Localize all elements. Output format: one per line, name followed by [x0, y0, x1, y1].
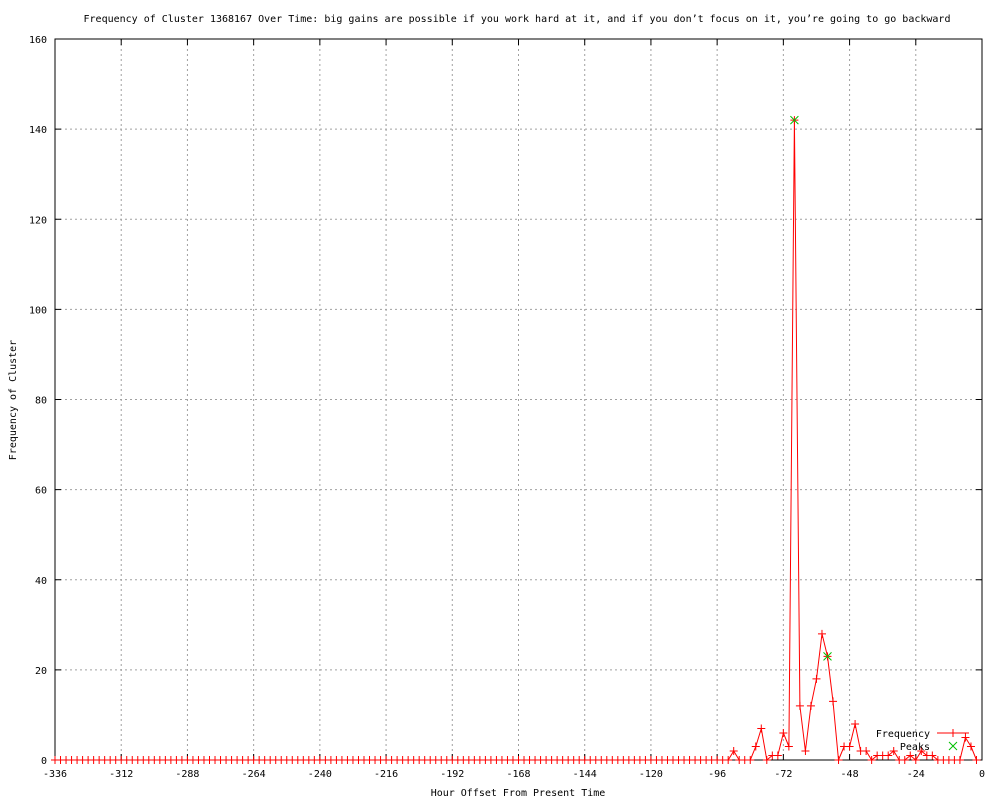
frequency-point — [773, 751, 782, 760]
frequency-point — [884, 751, 893, 760]
frequency-point — [817, 629, 826, 638]
frequency-point — [917, 746, 926, 755]
frequency-point — [851, 719, 860, 728]
frequency-point — [834, 756, 843, 764]
x-tick-label: -216 — [374, 769, 398, 780]
x-tick-label: -72 — [774, 769, 792, 780]
x-tick-label: -168 — [506, 769, 530, 780]
y-tick-label: 60 — [35, 486, 47, 497]
frequency-point — [746, 756, 755, 764]
frequency-point — [751, 742, 760, 751]
peak-point — [790, 115, 799, 125]
legend-marker-peaks — [948, 741, 958, 751]
legend-label-peaks: Peaks — [900, 742, 930, 753]
frequency-point — [795, 701, 804, 710]
frequency-point — [928, 751, 937, 760]
legend: Frequency Peaks — [876, 729, 969, 753]
frequency-point — [966, 742, 975, 751]
y-tick-label: 80 — [35, 396, 47, 407]
x-tick-label: -192 — [440, 769, 464, 780]
frequency-point — [724, 756, 733, 764]
x-tick-label: -264 — [242, 769, 266, 780]
x-tick-label: 0 — [979, 769, 985, 780]
x-tick-label: -48 — [841, 769, 859, 780]
y-tick-label: 0 — [41, 756, 47, 767]
y-tick-label: 160 — [29, 35, 47, 46]
frequency-point — [972, 756, 981, 764]
y-tick-label: 120 — [29, 215, 47, 226]
y-tick-label: 40 — [35, 576, 47, 587]
chart-title: Frequency of Cluster 1368167 Over Time: … — [84, 14, 951, 25]
frequency-point — [729, 746, 738, 755]
x-tick-label: -96 — [708, 769, 726, 780]
x-tick-label: -336 — [43, 769, 67, 780]
y-tick-label: 20 — [35, 666, 47, 677]
x-tick-label: -120 — [639, 769, 663, 780]
frequency-point — [829, 697, 838, 706]
y-tick-label: 140 — [29, 125, 47, 136]
frequency-point — [867, 756, 876, 764]
x-tick-label: -24 — [907, 769, 925, 780]
x-tick-label: -240 — [308, 769, 332, 780]
legend-marker-frequency — [949, 729, 957, 737]
frequency-point — [889, 746, 898, 755]
frequency-point — [784, 742, 793, 751]
frequency-point — [801, 746, 810, 755]
y-tick-label: 100 — [29, 305, 47, 316]
x-axis-label: Hour Offset From Present Time — [431, 788, 606, 799]
series-layer — [51, 115, 981, 764]
frequency-point — [862, 746, 871, 755]
grid-lines — [55, 39, 982, 760]
frequency-point — [906, 751, 915, 760]
frequency-point — [779, 728, 788, 737]
x-tick-label: -312 — [109, 769, 133, 780]
frequency-point — [961, 733, 970, 742]
y-axis-label: Frequency of Cluster — [8, 340, 19, 460]
frequency-line — [55, 120, 977, 761]
frequency-point — [900, 756, 909, 764]
x-tick-label: -288 — [175, 769, 199, 780]
axis-ticks: -336 -312 -288 -264 -240 -216 -192 -168 -144 -120… — [29, 35, 985, 780]
frequency-point — [806, 701, 815, 710]
peak-point — [823, 652, 832, 661]
frequency-point — [911, 756, 920, 764]
x-tick-label: -144 — [573, 769, 597, 780]
frequency-point — [955, 756, 964, 764]
frequency-point — [845, 742, 854, 751]
frequency-point — [762, 756, 771, 764]
frequency-point — [757, 724, 766, 733]
frequency-point — [812, 674, 821, 683]
legend-label-frequency: Frequency — [876, 729, 930, 740]
